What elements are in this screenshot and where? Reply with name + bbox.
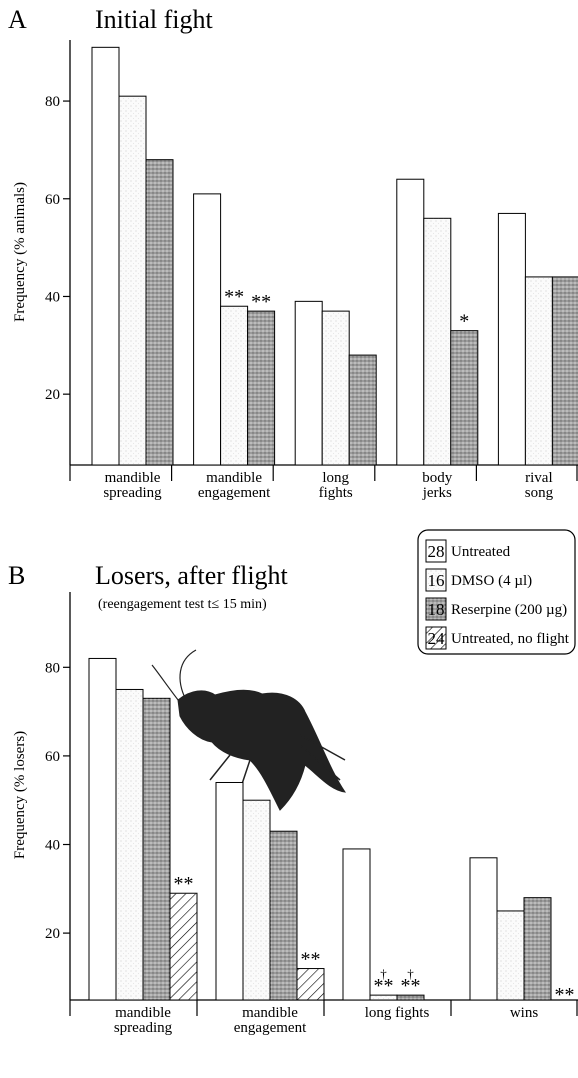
chart: A Initial fight B Losers, after flight (… xyxy=(0,0,578,1078)
y-tick-label: 20 xyxy=(45,387,60,403)
y-axis-label: Frequency (% losers) xyxy=(12,731,28,859)
bar-texture xyxy=(526,277,552,464)
bar-texture xyxy=(171,894,197,1000)
bar-texture xyxy=(221,307,247,465)
significance-marker: ** xyxy=(224,286,244,308)
y-tick-label: 80 xyxy=(45,660,60,676)
significance-marker: ** xyxy=(374,975,394,997)
bar-texture xyxy=(553,277,578,464)
bar xyxy=(194,194,221,465)
bar-texture xyxy=(451,331,477,464)
bar xyxy=(92,47,119,465)
x-tick-label: long fights xyxy=(319,471,353,501)
bar-texture xyxy=(498,911,524,999)
bar xyxy=(89,658,116,1000)
panel-label: A xyxy=(8,5,27,34)
x-tick-label: mandible engagement xyxy=(218,1006,323,1036)
bar-texture xyxy=(424,219,450,465)
y-tick-label: 60 xyxy=(45,192,60,208)
x-tick-label: mandible engagement xyxy=(198,471,270,501)
x-tick-label: mandible spreading xyxy=(91,1006,196,1036)
y-tick-label: 40 xyxy=(45,838,60,854)
bar-texture xyxy=(323,312,349,465)
chart-title: Initial fight xyxy=(95,5,213,34)
bar-texture xyxy=(120,97,146,465)
significance-marker: ** xyxy=(301,949,321,971)
chart-subtitle: (reengagement test t≤ 15 min) xyxy=(98,597,267,612)
legend-label: Reserpine (200 µg) xyxy=(451,602,567,618)
y-tick-label: 20 xyxy=(45,926,60,942)
legend-n: 16 xyxy=(428,571,445,590)
legend-n: 28 xyxy=(428,542,445,561)
bar xyxy=(397,179,424,465)
significance-marker: ** xyxy=(401,975,421,997)
bar-texture xyxy=(298,969,324,999)
x-tick-label: wins xyxy=(472,1006,577,1021)
panel-label: B xyxy=(8,561,25,590)
x-tick-label: mandible spreading xyxy=(103,471,161,501)
bar-texture xyxy=(271,832,297,1000)
bar xyxy=(470,858,497,1000)
bar-texture xyxy=(117,690,143,1000)
significance-marker: ** xyxy=(174,873,194,895)
legend-n: 18 xyxy=(428,600,445,619)
bar xyxy=(498,213,525,465)
bar xyxy=(295,301,322,465)
bar-texture xyxy=(350,356,376,465)
y-tick-label: 80 xyxy=(45,94,60,110)
significance-marker: ** xyxy=(555,984,575,1006)
x-tick-label: long fights xyxy=(345,1006,450,1021)
x-tick-label: body jerks xyxy=(422,471,452,501)
bar xyxy=(343,849,370,1000)
bar-texture xyxy=(144,699,170,1000)
bar-texture xyxy=(147,160,173,464)
chart-title: Losers, after flight xyxy=(95,561,289,590)
y-tick-label: 40 xyxy=(45,289,60,305)
bar xyxy=(216,782,243,1000)
bar-texture xyxy=(248,312,274,465)
bar-texture xyxy=(244,801,270,1000)
significance-marker: ** xyxy=(251,291,271,313)
legend-label: DMSO (4 µl) xyxy=(451,573,532,589)
significance-marker: * xyxy=(459,311,469,333)
figure: A Initial fight B Losers, after flight (… xyxy=(0,0,578,1078)
x-tick-label: rival song xyxy=(525,471,553,501)
bar-texture xyxy=(525,898,551,999)
y-axis-label: Frequency (% animals) xyxy=(12,182,28,322)
legend-n: 24 xyxy=(428,629,446,648)
y-tick-label: 60 xyxy=(45,749,60,765)
legend-label: Untreated xyxy=(451,544,511,560)
legend-label: Untreated, no flight xyxy=(451,631,570,647)
insect-illustration xyxy=(152,650,345,810)
